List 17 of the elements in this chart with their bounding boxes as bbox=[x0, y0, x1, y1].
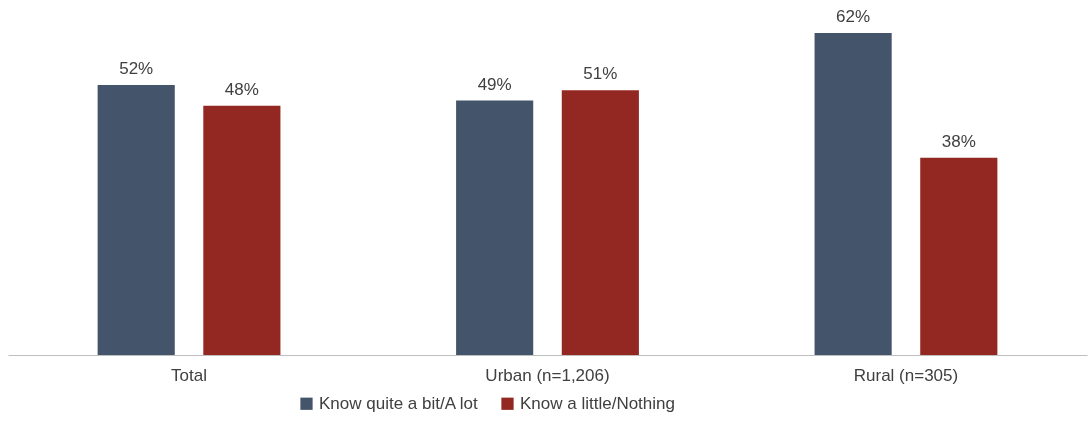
legend-label: Know a little/Nothing bbox=[520, 393, 675, 413]
bar bbox=[814, 33, 892, 355]
bar bbox=[97, 84, 175, 355]
data-label: 62% bbox=[836, 7, 871, 26]
data-label: 38% bbox=[941, 131, 976, 151]
x-tick-label: Total bbox=[171, 365, 207, 385]
x-tick-label: Urban (n=1,206) bbox=[485, 365, 610, 385]
data-label: 49% bbox=[477, 74, 512, 94]
x-tick-label: Rural (n=305) bbox=[853, 365, 959, 385]
bar bbox=[203, 105, 281, 355]
data-label: 51% bbox=[583, 64, 618, 84]
data-label: 52% bbox=[119, 58, 154, 78]
bar bbox=[456, 100, 534, 355]
bar bbox=[561, 90, 639, 355]
bar bbox=[920, 157, 998, 355]
data-label: 48% bbox=[224, 79, 259, 99]
legend-label: Know quite a bit/A lot bbox=[319, 393, 479, 413]
